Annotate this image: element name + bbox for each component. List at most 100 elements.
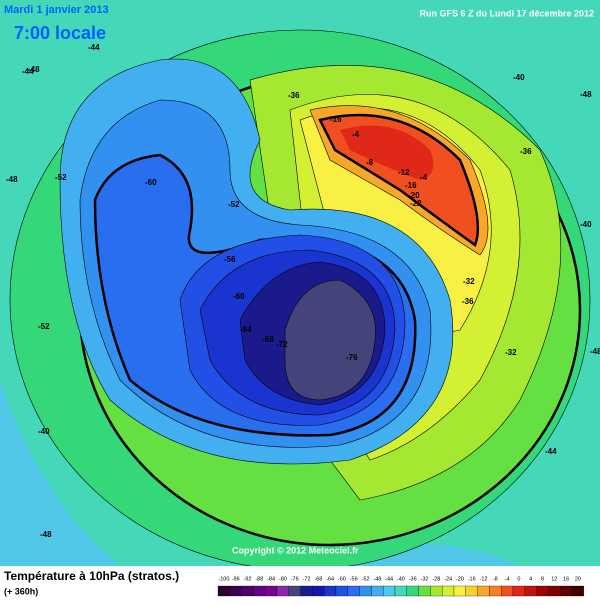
contour-label: -40 [38,427,50,436]
contour-label: -72 [276,340,288,349]
contour-label: -32 [505,348,517,357]
contour-label: -36 [288,91,300,100]
contour-label: -48 [28,65,40,74]
scale-label: -20 [456,576,464,582]
contour-label: -52 [55,173,67,182]
contour-label: -48 [6,175,18,184]
scale-swatch [548,585,561,597]
contour-label: -56 [224,255,236,264]
scale-swatch [560,585,573,597]
scale-label: -40 [397,576,405,582]
scale-swatch [229,585,242,597]
scale-swatch [324,585,337,597]
contour-label: -44 [22,67,34,76]
scale-label: 8 [541,576,544,582]
scale-swatch [453,585,466,597]
contour-label: -40 [580,220,592,229]
scale-label: -100 [218,576,229,582]
scale-swatch [241,585,254,597]
scale-label: -76 [291,576,299,582]
scale-swatch [418,585,431,597]
scale-label: -8 [493,576,498,582]
contour-label: -52 [38,322,50,331]
contour-label: -48 [40,530,52,539]
scale-swatch [288,585,301,597]
scale-label: -28 [432,576,440,582]
copyright: Copyright © 2012 Meteociel.fr [232,545,359,555]
scale-swatch [571,585,584,597]
run-info: Run GFS 6 Z du Lundi 17 décembre 2012 [419,8,594,18]
color-scale: -100 -96 -92 -88 -84 -80 -76 -72 -68 -64 -60 -56 -52… [217,576,584,597]
scale-swatch [430,585,443,597]
scale-label: -84 [267,576,275,582]
scale-swatch [442,585,455,597]
contour-label: -16 [405,181,417,190]
scale-swatch [477,585,490,597]
scale-label: -60 [338,576,346,582]
contour-label: -12 [398,168,410,177]
contour-label: -52 [228,200,240,209]
scale-label: -92 [244,576,252,582]
scale-label: -16 [468,576,476,582]
scale-swatch [312,585,325,597]
scale-label: -56 [350,576,358,582]
scale-swatch [406,585,419,597]
scale-label: -88 [255,576,263,582]
scale-label: 20 [575,576,581,582]
contour-label: -40 [513,73,525,82]
scale-swatch [371,585,384,597]
scale-label: -44 [385,576,393,582]
contour-label: -32 [463,277,475,286]
date: Mardi 1 janvier 2013 [4,4,109,16]
contour-labels: -48-44-48-44-52-60-52-56-60-64-68-72-76-… [6,43,600,539]
scale-swatch [465,585,478,597]
scale-label: -72 [303,576,311,582]
scale-swatch [524,585,537,597]
contour-label: -8 [366,158,374,167]
footer-title: Température à 10hPa (stratos.) [4,569,179,583]
contour-label: -68 [262,335,274,344]
contour-label: -48 [580,90,592,99]
scale-swatch [536,585,549,597]
scale-swatch [276,585,289,597]
scale-label: -48 [373,576,381,582]
scale-label: -80 [279,576,287,582]
contour-label: -60 [145,178,157,187]
scale-label: 16 [563,576,569,582]
scale-label: 0 [517,576,520,582]
scale-label: 4 [529,576,532,582]
scale-swatch [394,585,407,597]
scale-label: -52 [362,576,370,582]
scale-swatch [300,585,313,597]
scale-swatch [512,585,525,597]
scale-label: -32 [421,576,429,582]
contour-label: -48 [590,347,600,356]
scale-swatch [217,585,230,597]
time: 7:00 locale [14,23,106,43]
scale-swatch [501,585,514,597]
contour-label: -44 [545,447,557,456]
contour-label: -4 [352,130,360,139]
scale-swatch [359,585,372,597]
footer-subtitle: (+ 360h) [4,586,38,596]
scale-label: -12 [480,576,488,582]
scale-swatch [347,585,360,597]
scale-swatch [265,585,278,597]
scale-swatch [383,585,396,597]
scale-swatch [335,585,348,597]
contour-label: -44 [88,43,100,52]
contour-label: -36 [462,297,474,306]
contour-label: -16 [330,115,342,124]
map-field [0,0,600,566]
scale-swatch [489,585,502,597]
scale-swatch [253,585,266,597]
contour-label: -4 [420,173,428,182]
contour-label: -64 [240,325,252,334]
scale-label: -24 [444,576,452,582]
contour-label: -36 [520,147,532,156]
contour-label: -22 [410,199,422,208]
scale-label: -36 [409,576,417,582]
contour-label: -76 [346,353,358,362]
